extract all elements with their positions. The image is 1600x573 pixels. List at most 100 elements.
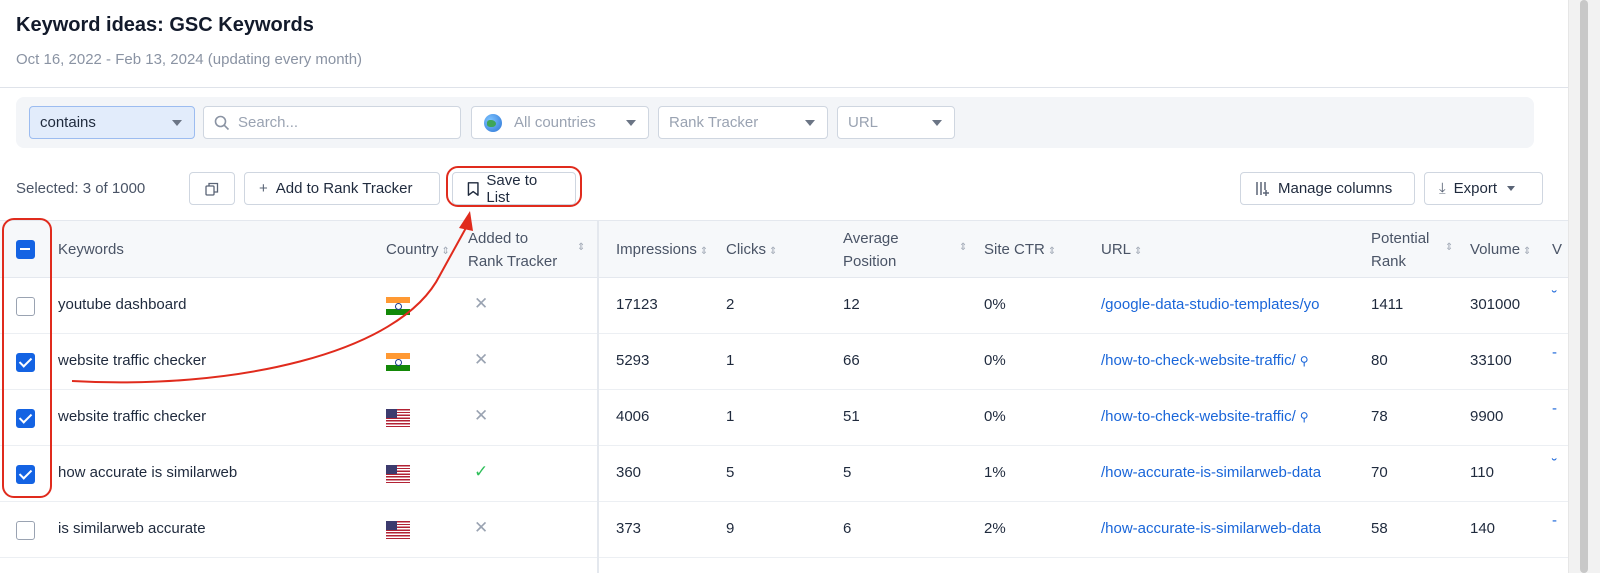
url-select-value: URL (848, 114, 879, 131)
sort-icon: ⇕ (699, 246, 709, 257)
col-added-to-rank-tracker[interactable]: Added to Rank Tracker (468, 230, 558, 270)
plus-icon: + (259, 180, 268, 197)
trend-mark: - (1552, 400, 1557, 417)
potential-rank-cell: 1411 (1371, 296, 1404, 313)
row-checkbox[interactable] (16, 409, 35, 428)
export-button[interactable]: ⤓ Export (1424, 172, 1543, 205)
table-row[interactable]: youtube dashboard ✕ 17123 2 12 0% /googl… (0, 278, 1568, 334)
col-potential-rank[interactable]: Potential Rank (1371, 230, 1430, 270)
keyword-cell: website traffic checker (58, 352, 207, 369)
impressions-cell: 17123 (616, 296, 658, 313)
trend-mark: - (1552, 512, 1557, 529)
position-cell: 51 (843, 408, 860, 425)
magnifier-icon[interactable]: ⚲ (1299, 354, 1309, 368)
impressions-cell: 4006 (616, 408, 650, 425)
table-row[interactable]: is similarweb accurate ✕ 373 9 6 2% /how… (0, 502, 1568, 558)
col-volume[interactable]: Volume ⇕ (1470, 241, 1532, 258)
copy-button[interactable] (189, 172, 235, 205)
col-keywords[interactable]: Keywords (58, 241, 124, 258)
search-placeholder: Search... (238, 114, 299, 131)
url-select[interactable]: URL (837, 106, 955, 139)
clicks-cell: 1 (726, 408, 735, 425)
row-checkbox[interactable] (16, 465, 35, 484)
row-checkbox[interactable] (16, 297, 35, 316)
col-average-position[interactable]: Average Position (843, 230, 899, 270)
manage-columns-button[interactable]: Manage columns (1240, 172, 1415, 205)
volume-cell: 301000 (1470, 296, 1521, 313)
india-flag-icon (386, 353, 410, 371)
impressions-cell: 373 (616, 520, 642, 537)
copy-icon (205, 182, 219, 196)
table-row[interactable]: how accurate is similarweb ✓ 360 5 5 1% … (0, 446, 1568, 502)
col-cut-off[interactable]: V (1552, 241, 1563, 258)
position-cell: 66 (843, 352, 860, 369)
potential-rank-cell: 78 (1371, 408, 1388, 425)
url-link[interactable]: /how-to-check-website-traffic/⚲ (1101, 352, 1309, 369)
col-country[interactable]: Country ⇕ (386, 241, 450, 258)
bookmark-icon (467, 181, 479, 196)
impressions-cell: 5293 (616, 352, 650, 369)
date-range: Oct 16, 2022 - Feb 13, 2024 (updating ev… (16, 51, 363, 68)
india-flag-icon (386, 297, 410, 315)
row-checkbox[interactable] (16, 353, 35, 372)
add-to-rank-tracker-button[interactable]: + Add to Rank Tracker (244, 172, 440, 205)
col-clicks[interactable]: Clicks ⇕ (726, 241, 778, 258)
volume-cell: 140 (1470, 520, 1496, 537)
manage-columns-label: Manage columns (1278, 180, 1393, 197)
sort-icon: ⇕ (1047, 246, 1057, 257)
sort-icon: ⇕ (1445, 242, 1454, 253)
chevron-down-icon (932, 120, 942, 126)
position-cell: 5 (843, 464, 852, 481)
table-header: Keywords Country ⇕ Added to Rank Tracker ⇕… (0, 220, 1568, 278)
table-row[interactable]: website traffic checker ✕ 5293 1 66 0% /… (0, 334, 1568, 390)
sort-icon: ⇕ (441, 246, 450, 257)
trend-mark: ˘ (1552, 456, 1557, 473)
url-link[interactable]: /how-to-check-website-traffic/⚲ (1101, 408, 1309, 425)
save-to-list-button[interactable]: Save to List (452, 171, 576, 206)
clicks-cell: 1 (726, 352, 735, 369)
keyword-cell: website traffic checker (58, 408, 207, 425)
save-to-list-label: Save to List (486, 171, 538, 206)
ctr-cell: 0% (984, 352, 1006, 369)
magnifier-icon[interactable]: ⚲ (1299, 410, 1309, 424)
col-site-ctr[interactable]: Site CTR ⇕ (984, 241, 1057, 258)
keywords-table: Keywords Country ⇕ Added to Rank Tracker ⇕… (0, 220, 1568, 573)
scrollbar-thumb[interactable] (1580, 0, 1588, 573)
ctr-cell: 0% (984, 408, 1006, 425)
page-title: Keyword ideas: GSC Keywords (16, 14, 314, 36)
rank-tracker-select-value: Rank Tracker (669, 114, 759, 131)
us-flag-icon (386, 465, 410, 483)
columns-icon (1256, 182, 1269, 196)
not-added-icon: ✕ (474, 294, 489, 313)
not-added-icon: ✕ (474, 350, 489, 369)
volume-cell: 9900 (1470, 408, 1504, 425)
position-cell: 12 (843, 296, 860, 313)
page-header: Keyword ideas: GSC Keywords Oct 16, 2022… (16, 14, 362, 68)
country-select[interactable]: All countries (471, 106, 649, 139)
rank-tracker-select[interactable]: Rank Tracker (658, 106, 828, 139)
impressions-cell: 360 (616, 464, 642, 481)
added-check-icon: ✓ (474, 462, 489, 481)
table-row[interactable]: website traffic checker ✕ 4006 1 51 0% /… (0, 390, 1568, 446)
col-url[interactable]: URL ⇕ (1101, 241, 1143, 258)
url-link[interactable]: /google-data-studio-templates/yo (1101, 296, 1320, 313)
sort-icon: ⇕ (577, 242, 586, 253)
url-link[interactable]: /how-accurate-is-similarweb-data (1101, 464, 1322, 481)
volume-cell: 110 (1470, 464, 1494, 481)
row-checkbox[interactable] (16, 521, 35, 540)
url-link[interactable]: /how-accurate-is-similarweb-data (1101, 520, 1322, 537)
sort-icon: ⇕ (1134, 246, 1143, 257)
not-added-icon: ✕ (474, 518, 489, 537)
position-cell: 6 (843, 520, 852, 537)
sort-icon: ⇕ (959, 242, 968, 253)
table-toolbar: Selected: 3 of 1000 + Add to Rank Tracke… (0, 172, 1568, 206)
match-type-select[interactable]: contains (29, 106, 195, 139)
potential-rank-cell: 70 (1371, 464, 1388, 481)
potential-rank-cell: 58 (1371, 520, 1388, 537)
select-all-checkbox[interactable] (16, 240, 35, 259)
search-input[interactable]: Search... (203, 106, 461, 139)
chevron-down-icon (1507, 186, 1515, 191)
trend-mark: - (1552, 344, 1557, 361)
frozen-column-divider (597, 220, 599, 573)
col-impressions[interactable]: Impressions ⇕ (616, 241, 709, 258)
